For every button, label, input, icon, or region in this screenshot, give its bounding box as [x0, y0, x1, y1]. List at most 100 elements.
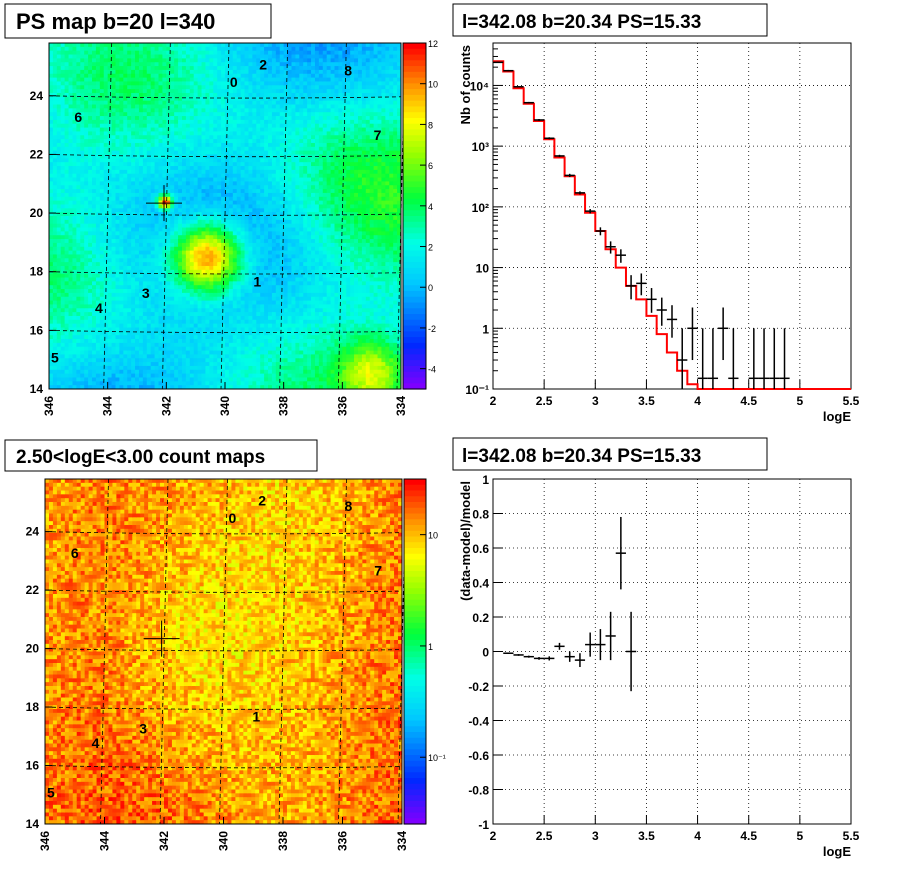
map-pixel — [61, 258, 65, 262]
map-pixel — [147, 135, 151, 139]
map-pixel — [194, 47, 198, 51]
map-pixel — [135, 289, 139, 293]
map-pixel — [190, 316, 194, 320]
map-pixel — [178, 47, 182, 51]
map-pixel — [69, 297, 73, 301]
map-pixel — [100, 343, 104, 347]
map-pixel — [76, 78, 80, 82]
map-pixel — [57, 289, 61, 293]
map-pixel — [108, 70, 112, 74]
map-pixel — [147, 327, 151, 331]
map-pixel — [264, 162, 268, 166]
map-pixel — [123, 304, 127, 308]
map-pixel — [194, 189, 198, 193]
map-pixel — [119, 351, 123, 355]
map-pixel — [174, 358, 178, 362]
map-pixel — [69, 316, 73, 320]
map-pixel — [170, 351, 174, 355]
map-pixel — [147, 254, 151, 258]
map-pixel — [202, 204, 206, 208]
map-pixel — [245, 124, 249, 128]
map-pixel — [123, 285, 127, 289]
map-pixel — [112, 43, 116, 47]
map-pixel — [209, 362, 213, 366]
map-pixel — [256, 147, 260, 151]
map-pixel — [84, 354, 88, 358]
map-pixel — [69, 301, 73, 305]
map-pixel — [127, 278, 131, 282]
map-pixel — [174, 181, 178, 185]
map-pixel — [131, 101, 135, 105]
map-pixel — [209, 212, 213, 216]
map-pixel — [49, 135, 53, 139]
map-pixel — [155, 278, 159, 282]
map-pixel — [209, 231, 213, 235]
map-pixel — [115, 262, 119, 266]
map-pixel — [108, 254, 112, 258]
map-pixel — [174, 327, 178, 331]
map-pixel — [260, 74, 264, 78]
map-pixel — [198, 374, 202, 378]
map-pixel — [159, 85, 163, 89]
map-pixel — [237, 93, 241, 97]
map-pixel — [135, 304, 139, 308]
map-pixel — [162, 174, 166, 178]
map-pixel — [151, 120, 155, 124]
map-pixel — [186, 43, 190, 47]
map-pixel — [209, 151, 213, 155]
map-pixel — [186, 362, 190, 366]
map-pixel — [88, 201, 92, 205]
map-pixel — [245, 362, 249, 366]
map-pixel — [166, 289, 170, 293]
map-pixel — [209, 304, 213, 308]
map-pixel — [248, 212, 252, 216]
map-pixel — [233, 220, 237, 224]
map-pixel — [209, 158, 213, 162]
map-pixel — [225, 166, 229, 170]
map-pixel — [88, 251, 92, 255]
map-pixel — [115, 55, 119, 59]
map-pixel — [198, 135, 202, 139]
map-pixel — [245, 174, 249, 178]
map-pixel — [147, 166, 151, 170]
map-pixel — [100, 247, 104, 251]
map-pixel — [65, 97, 69, 101]
map-pixel — [260, 304, 264, 308]
map-pixel — [112, 304, 116, 308]
map-pixel — [248, 293, 252, 297]
map-pixel — [127, 166, 131, 170]
map-pixel — [178, 301, 182, 305]
map-pixel — [159, 185, 163, 189]
map-pixel — [84, 55, 88, 59]
map-pixel — [139, 128, 143, 132]
map-pixel — [190, 139, 194, 143]
map-pixel — [104, 324, 108, 328]
map-pixel — [84, 278, 88, 282]
map-pixel — [209, 216, 213, 220]
map-pixel — [69, 97, 73, 101]
map-pixel — [217, 185, 221, 189]
map-pixel — [252, 189, 256, 193]
map-pixel — [61, 212, 65, 216]
map-pixel — [229, 231, 233, 235]
map-pixel — [88, 224, 92, 228]
map-pixel — [115, 178, 119, 182]
map-pixel — [139, 89, 143, 93]
map-pixel — [96, 254, 100, 258]
map-pixel — [159, 351, 163, 355]
map-pixel — [65, 47, 69, 51]
map-pixel — [76, 74, 80, 78]
map-pixel — [178, 193, 182, 197]
map-pixel — [65, 197, 69, 201]
map-pixel — [174, 193, 178, 197]
map-pixel — [123, 89, 127, 93]
map-pixel — [233, 62, 237, 66]
map-pixel — [151, 289, 155, 293]
map-pixel — [260, 235, 264, 239]
map-pixel — [256, 101, 260, 105]
map-pixel — [100, 89, 104, 93]
map-pixel — [96, 70, 100, 74]
map-pixel — [143, 74, 147, 78]
map-pixel — [135, 343, 139, 347]
map-pixel — [123, 85, 127, 89]
